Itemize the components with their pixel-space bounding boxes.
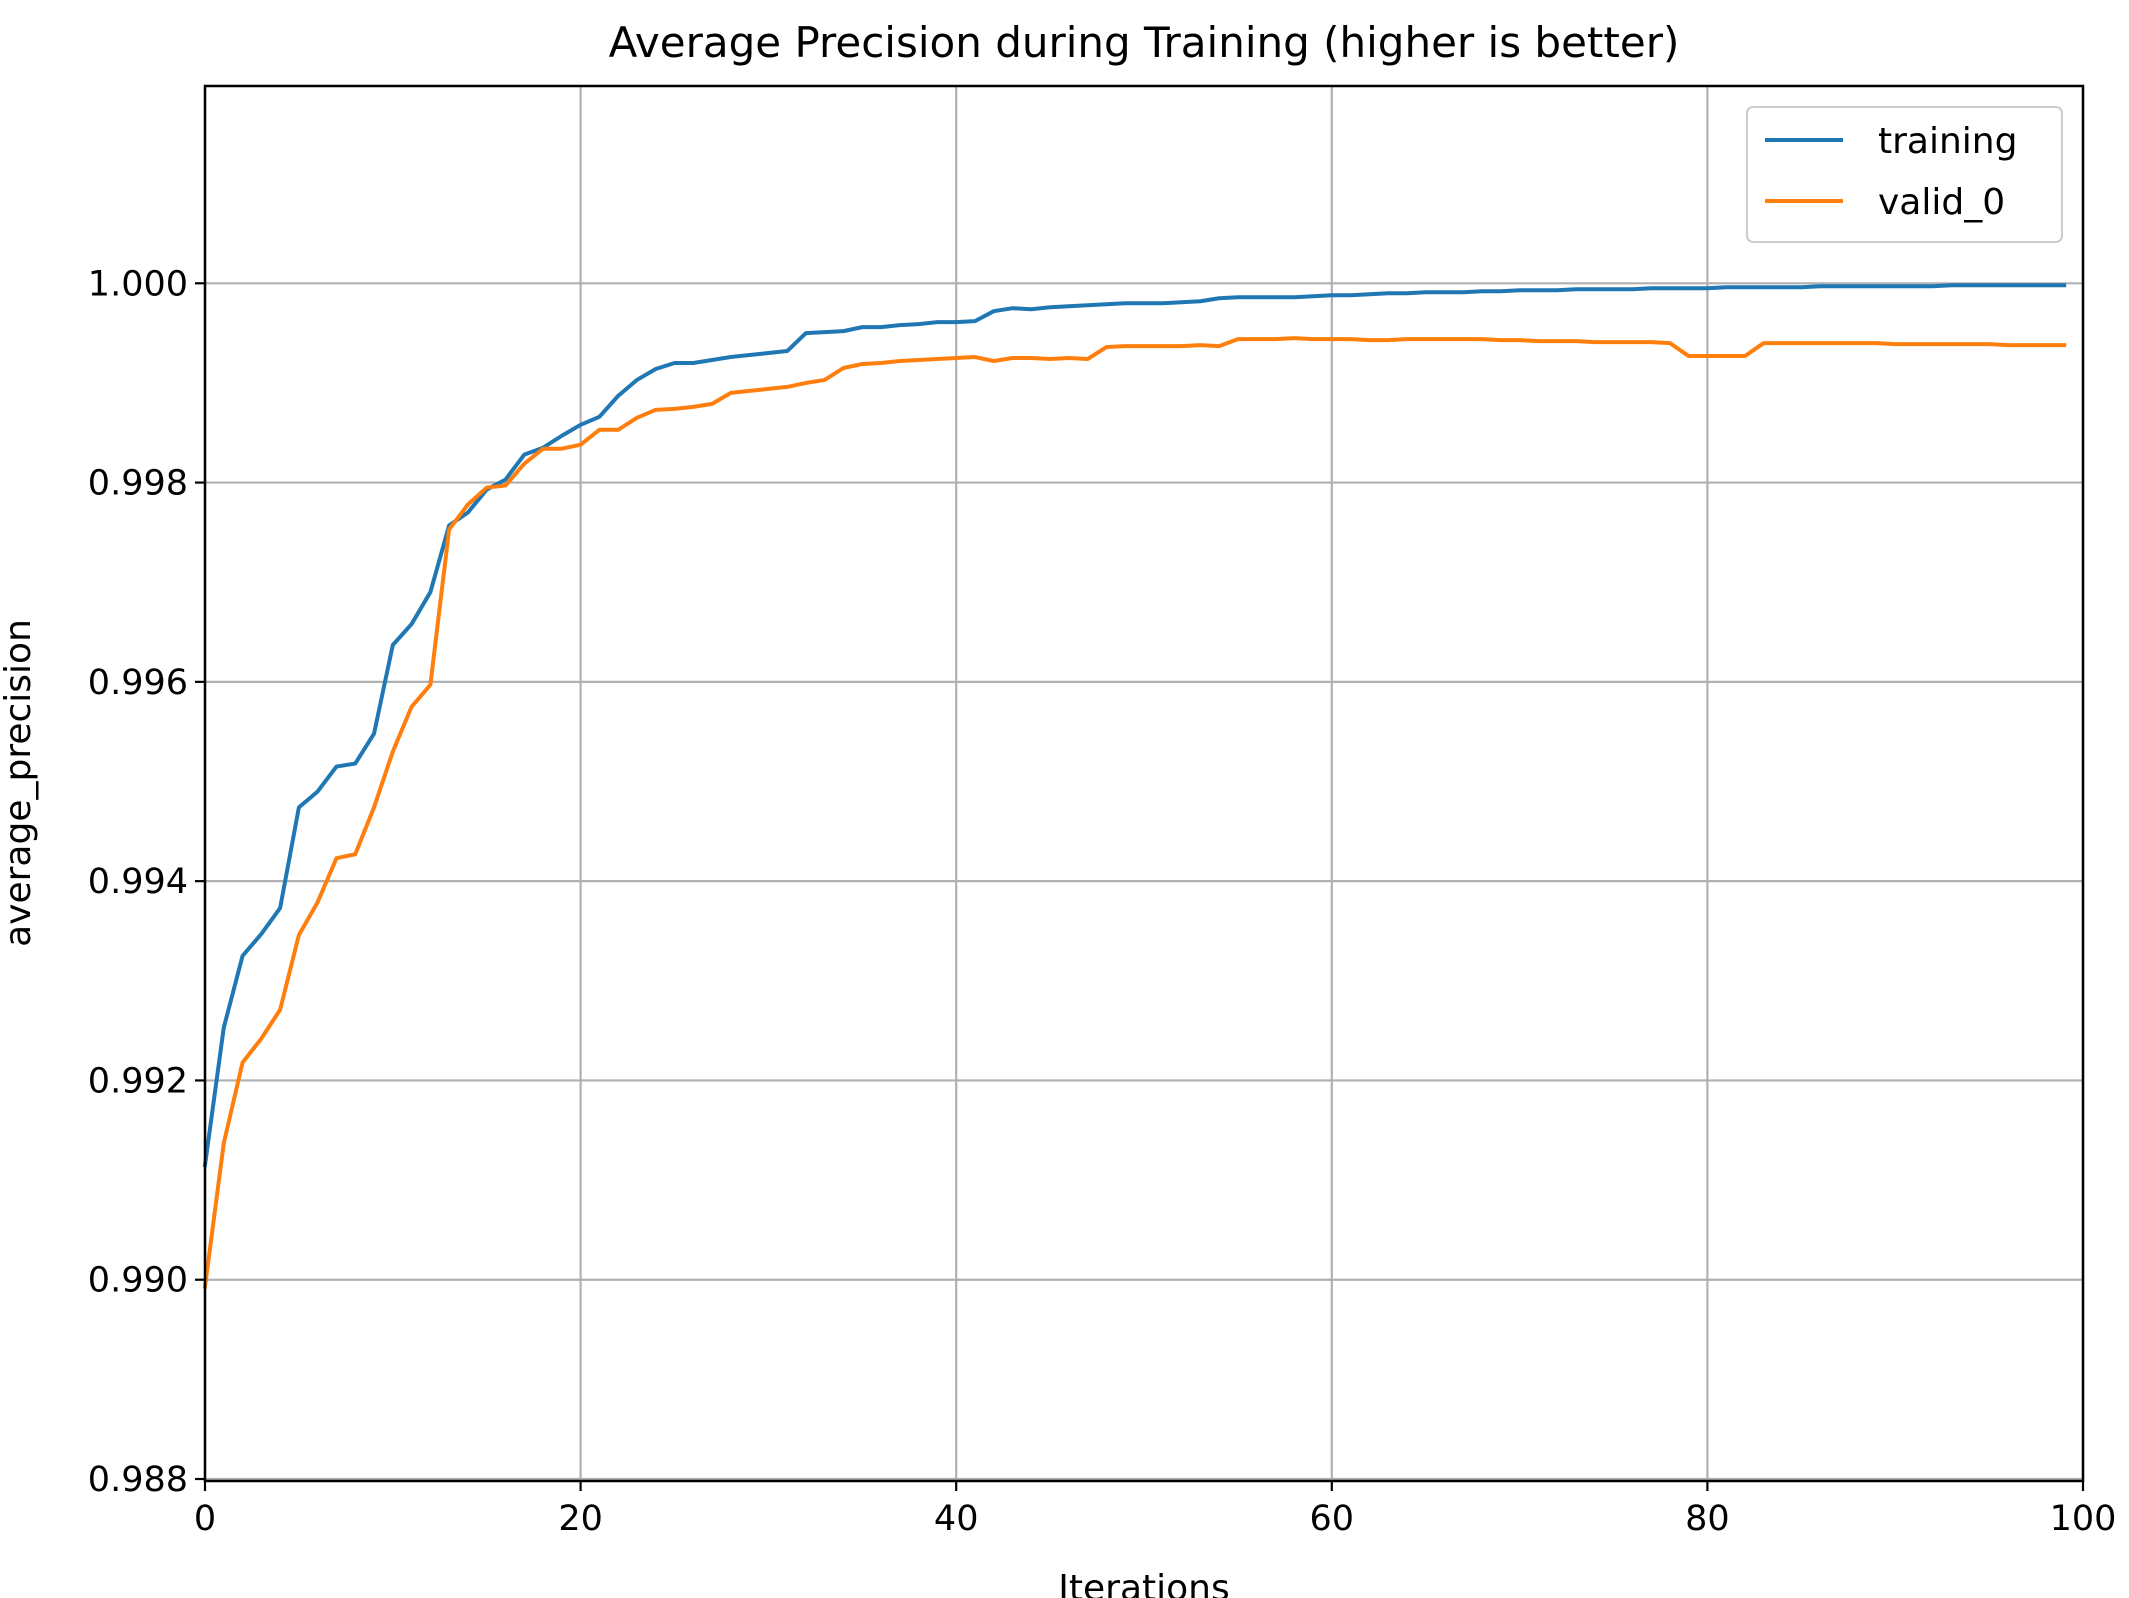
x-tick-label: 80 <box>1685 1499 1730 1539</box>
legend-label-training: training <box>1878 121 2017 162</box>
x-tick-label: 100 <box>2050 1499 2117 1539</box>
y-tick-label: 0.996 <box>88 663 188 703</box>
x-tick-label: 60 <box>1310 1499 1355 1539</box>
x-tick-label: 40 <box>934 1499 979 1539</box>
series-line-valid-0 <box>202 336 2067 1289</box>
x-axis-label: Iterations <box>1058 1568 1229 1598</box>
y-tick-label: 0.988 <box>88 1460 188 1500</box>
series-line-training <box>202 283 2067 1168</box>
x-tick-label: 20 <box>558 1499 603 1539</box>
y-tick-label: 0.990 <box>88 1261 188 1301</box>
y-axis-label: average_precision <box>0 619 39 947</box>
legend: training valid_0 <box>1746 106 2063 243</box>
y-tick-label: 1.000 <box>88 264 188 304</box>
plot-frame <box>203 84 2085 1483</box>
grid <box>203 86 2085 1481</box>
ticks: 0 20 40 60 80 100 0.988 0.990 0.992 0.994 0.996 0.9… <box>88 264 2117 1539</box>
y-tick-label: 0.994 <box>88 862 188 902</box>
chart-title: Average Precision during Training (highe… <box>609 18 1680 67</box>
series-layer <box>202 283 2067 1289</box>
y-tick-label: 0.992 <box>88 1061 188 1101</box>
x-tick-label: 0 <box>194 1499 216 1539</box>
y-tick-label: 0.998 <box>88 464 188 504</box>
legend-label-valid-0: valid_0 <box>1878 182 2005 223</box>
